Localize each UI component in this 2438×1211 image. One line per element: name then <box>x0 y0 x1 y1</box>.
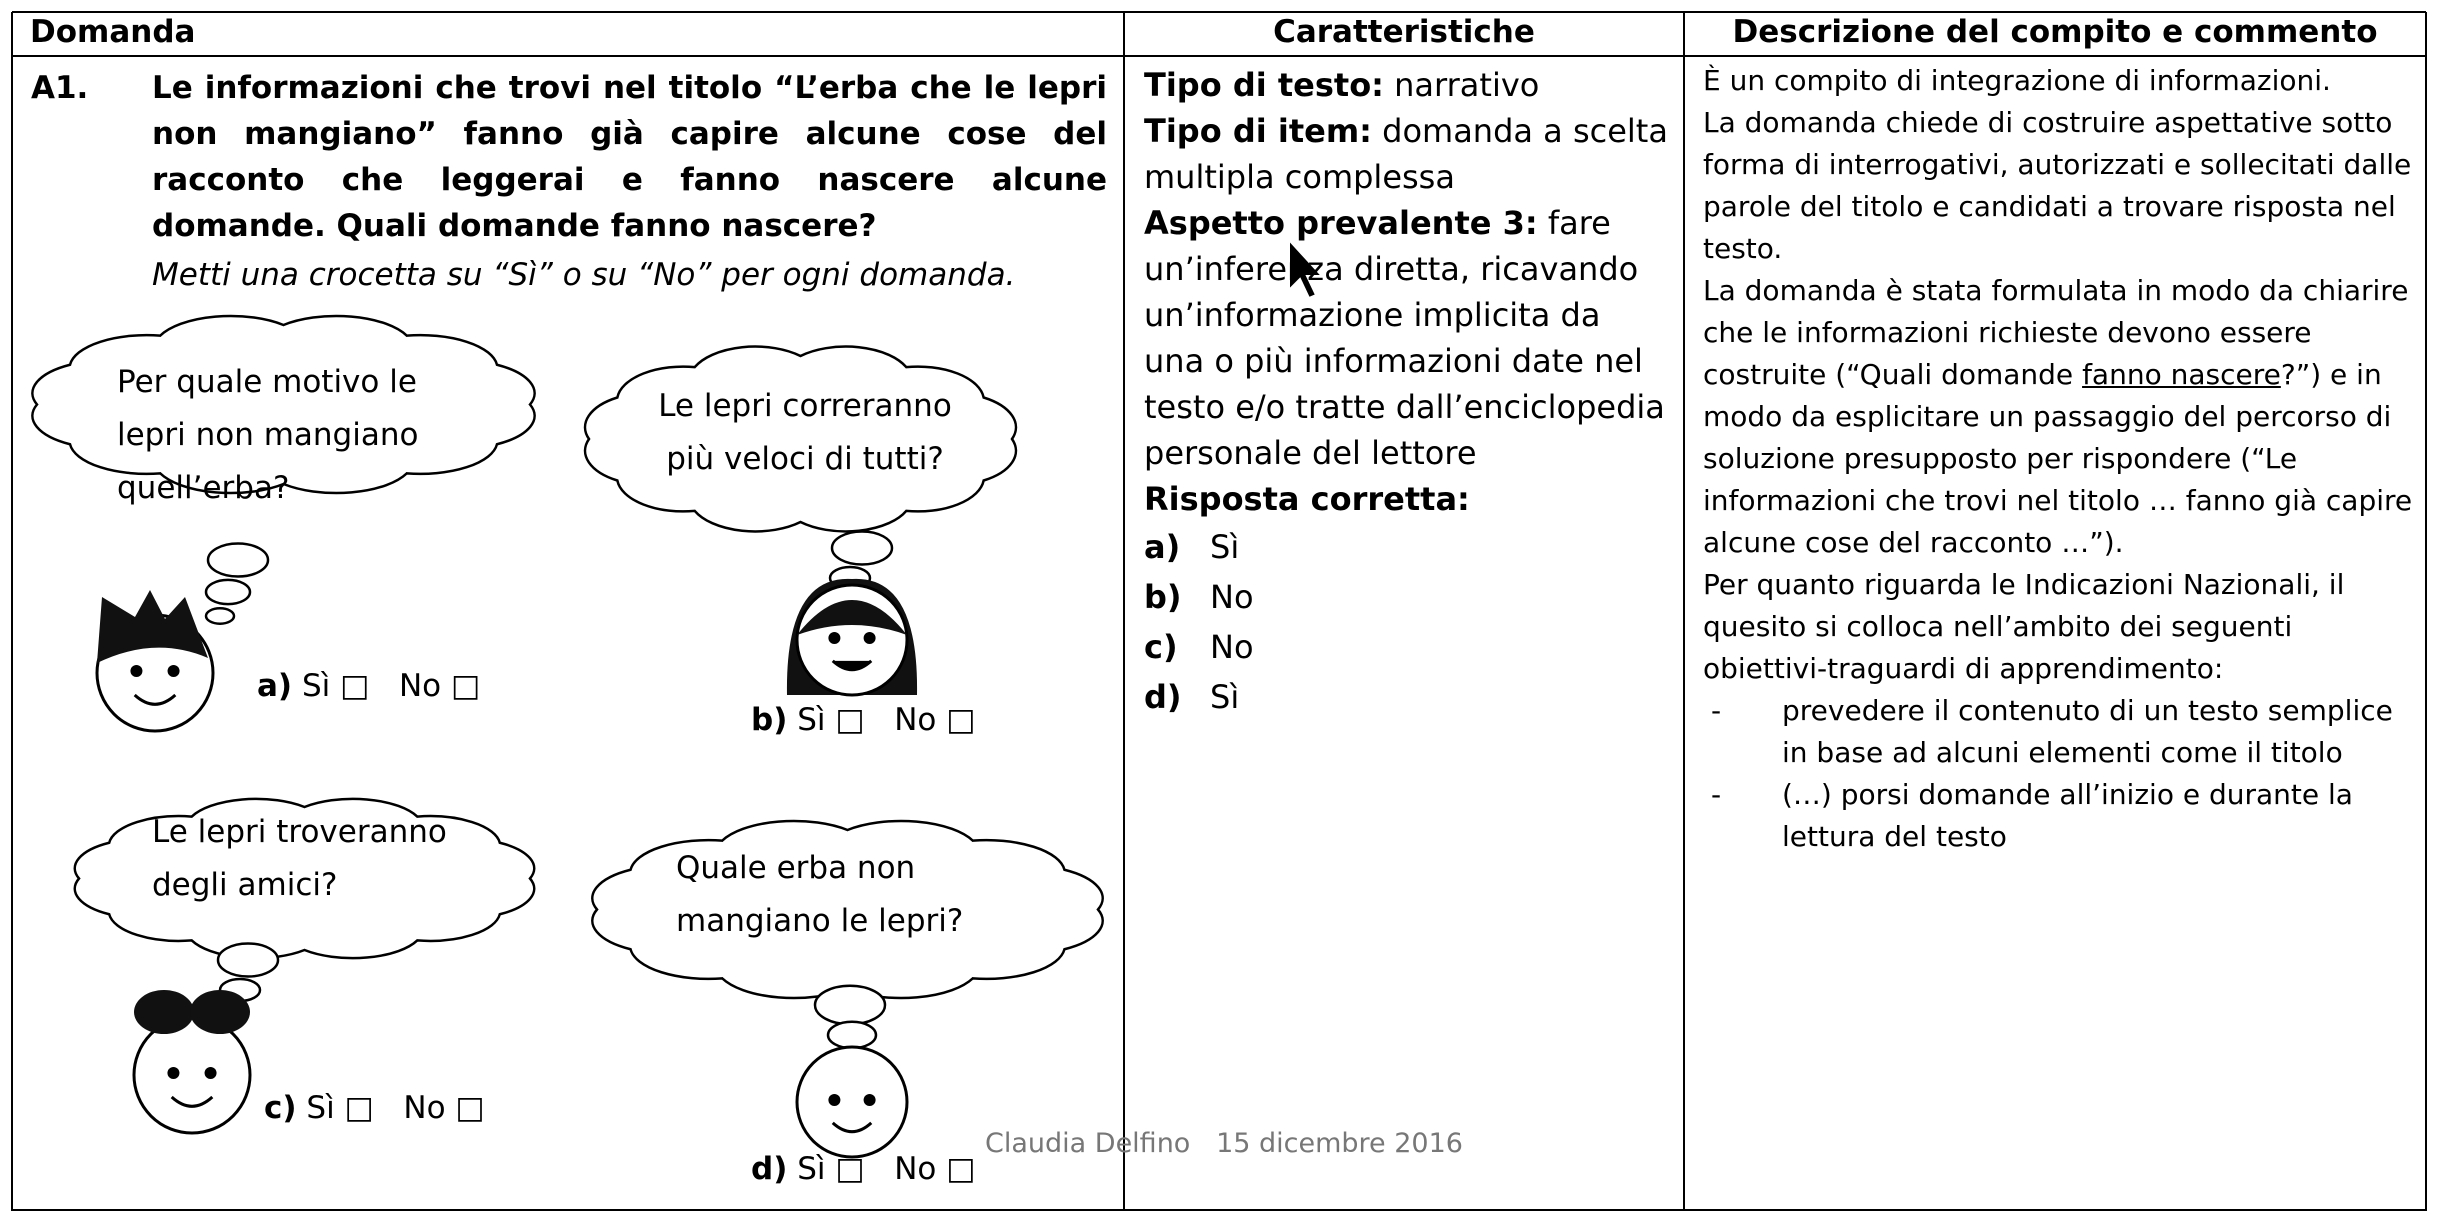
thought-cloud <box>73 797 536 960</box>
option-letter: c) <box>264 1090 297 1126</box>
answer-row: c) No <box>1144 622 1669 672</box>
header-cell: Domanda <box>30 14 196 50</box>
paragraph: La domanda chiede di costruire aspettati… <box>1703 106 2412 265</box>
bullet: - <box>1711 778 1722 811</box>
mouth <box>170 1095 214 1108</box>
mouth <box>133 693 177 706</box>
answer-row: d) Sì <box>1144 672 1669 722</box>
thought-puff <box>813 984 887 1026</box>
yes-box[interactable]: Sì □ <box>301 668 370 704</box>
eye <box>167 1067 180 1079</box>
bullet: - <box>1711 694 1722 727</box>
mouth <box>831 1121 873 1134</box>
underlined-text: fanno nascere <box>2082 358 2281 391</box>
answer-row: b) No <box>1144 572 1669 622</box>
eye <box>167 665 180 677</box>
thought-cloud <box>583 345 1018 533</box>
paragraph: La domanda è stata formulata in modo da … <box>1703 270 2421 564</box>
instruction: Metti una crocetta su “Sì” o su “No” per… <box>152 257 1016 293</box>
char-label: Aspetto prevalente 3: <box>1144 204 1538 242</box>
description: È un compito di integrazione di informaz… <box>1703 60 2421 858</box>
fringe <box>797 600 907 635</box>
text: ?”) e in modo da esplicitare un passaggi… <box>1703 358 2413 559</box>
eye <box>828 1094 841 1106</box>
question-text: Le informazioni che trovi nel titolo “L’… <box>152 70 1107 244</box>
answer-letter: b) <box>1144 578 1182 616</box>
option: c) Sì □ No □ <box>264 1090 485 1126</box>
bullet-text: (…) porsi domande all’inizio e durante l… <box>1782 778 2353 853</box>
mouse-cursor <box>1288 237 1325 300</box>
bullet-text: prevedere il contenuto di un testo sempl… <box>1782 694 2393 769</box>
eye <box>828 632 841 644</box>
mouth <box>831 659 873 672</box>
hair <box>97 590 208 663</box>
answer-value: Sì <box>1210 528 1240 566</box>
answer-letter: a) <box>1144 528 1181 566</box>
option-letter: d) <box>751 1151 788 1187</box>
option: d) Sì □ No □ <box>751 1151 976 1187</box>
option-letter: a) <box>257 668 293 704</box>
bubble-text: Le lepri troveranno degli amici? <box>152 814 447 903</box>
answer-letter: d) <box>1144 678 1182 716</box>
thought-puff <box>826 1020 878 1050</box>
eye <box>130 665 143 677</box>
answer-row: a) Sì <box>1144 522 1669 572</box>
thought-puff <box>216 942 280 978</box>
paragraph: È un compito di integrazione di informaz… <box>1703 64 2331 97</box>
header-cell: Descrizione del compito e commento <box>1732 14 2378 50</box>
text: La domanda è stata formulata in modo da … <box>1703 274 2409 391</box>
characteristics: Tipo di testo: narrativo Tipo di item: d… <box>1144 62 1669 722</box>
yes-box[interactable]: Sì □ <box>306 1090 374 1126</box>
thought-cloud <box>31 314 536 495</box>
eye <box>863 1094 876 1106</box>
footer: Claudia Delfino 15 dicembre 2016 <box>985 1128 1463 1159</box>
face <box>132 1015 252 1135</box>
thought-puff <box>204 607 236 625</box>
bow <box>190 990 250 1034</box>
no-box[interactable]: No □ <box>894 1151 976 1187</box>
char-row: Tipo di item: domanda a scelta multipla … <box>1144 108 1669 200</box>
yes-box[interactable]: Sì □ <box>797 702 865 738</box>
face <box>795 1045 909 1159</box>
no-box[interactable]: No □ <box>398 668 481 704</box>
no-box[interactable]: No □ <box>894 702 976 738</box>
paragraph: Per quanto riguarda le Indicazioni Nazio… <box>1703 568 2345 685</box>
thought-puff <box>206 542 270 578</box>
char-row: Tipo di testo: narrativo <box>1144 62 1669 108</box>
eye <box>204 1067 217 1079</box>
no-box[interactable]: No □ <box>403 1090 485 1126</box>
answer-value: No <box>1210 578 1254 616</box>
bubble-text: Per quale motivo le lepri non mangiano q… <box>117 364 419 506</box>
thought-puff <box>830 530 894 566</box>
char-row: Aspetto prevalente 3: fare un’inferenza … <box>1144 200 1669 476</box>
char-text: domanda a scelta multipla complessa <box>1144 112 1668 196</box>
bubble-text: Le lepri correranno più veloci di tutti? <box>658 388 952 477</box>
option: b) Sì □ No □ <box>751 702 976 738</box>
answer-list: a) Sì b) No c) No d) Sì <box>1144 522 1669 722</box>
char-label: Tipo di item: <box>1144 112 1372 150</box>
bullet-item: - prevedere il contenuto di un testo semp… <box>1703 690 2421 774</box>
bow <box>134 990 194 1034</box>
char-label: Tipo di testo: <box>1144 66 1384 104</box>
bullet-list: - prevedere il contenuto di un testo semp… <box>1703 690 2421 858</box>
answer-letter: c) <box>1144 628 1178 666</box>
question-number: A1. <box>31 70 89 106</box>
eye <box>863 632 876 644</box>
char-text: narrativo <box>1394 66 1540 104</box>
option: a) Sì □ No □ <box>257 668 480 704</box>
bubble-text: Quale erba non mangiano le lepri? <box>676 850 964 939</box>
thought-cloud <box>591 819 1104 1000</box>
yes-box[interactable]: Sì □ <box>797 1151 865 1187</box>
answer-label: Risposta corretta: <box>1144 480 1470 518</box>
answer-value: No <box>1210 628 1254 666</box>
bullet-item: - (…) porsi domande all’inizio e durante … <box>1703 774 2421 858</box>
thought-puff <box>204 578 252 606</box>
option-letter: b) <box>751 702 788 738</box>
char-text: fare un’inferenza diretta, ricavando un’… <box>1144 204 1665 472</box>
header-cell: Caratteristiche <box>1273 14 1535 50</box>
answer-value: Sì <box>1210 678 1240 716</box>
